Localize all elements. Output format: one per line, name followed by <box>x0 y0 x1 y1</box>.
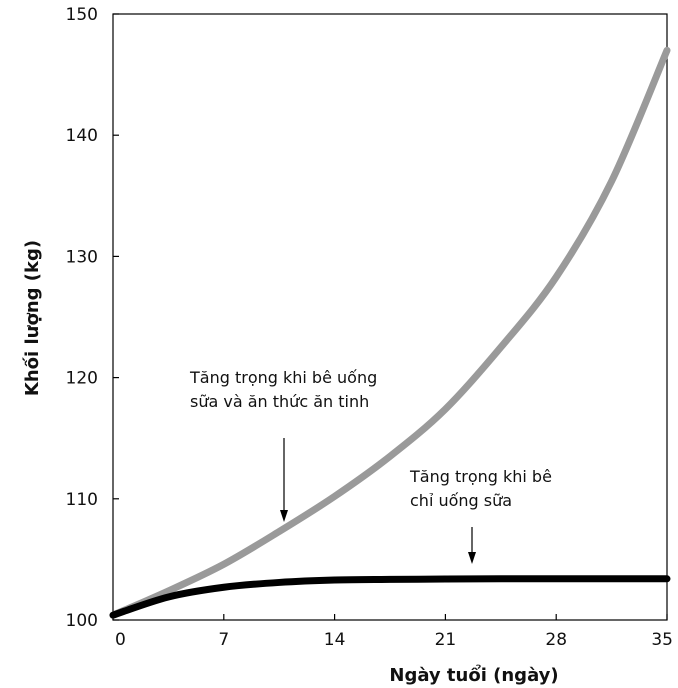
x-tick-label: 14 <box>324 630 346 650</box>
series-line-milk-and-concentrate <box>109 46 671 619</box>
annotation-milk-only-line-2: chỉ uống sữa <box>410 491 512 510</box>
x-axis-title: Ngày tuổi (ngày) <box>389 664 558 686</box>
y-tick-label: 120 <box>66 369 98 389</box>
x-axis: 0 7 14 21 28 35 <box>112 614 673 650</box>
annotation-arrowhead-milk-only <box>468 552 476 564</box>
y-tick-label: 100 <box>66 611 98 631</box>
x-tick-label: 21 <box>435 630 457 650</box>
series-line-milk-only <box>109 575 671 619</box>
annotation-milk-only: Tăng trọng khi bê chỉ uống sữa <box>409 467 557 510</box>
x-tick-label: 7 <box>218 630 229 650</box>
y-axis-title: Khối lượng (kg) <box>22 240 43 396</box>
y-tick-label: 110 <box>66 490 98 510</box>
x-tick-label: 28 <box>545 630 567 650</box>
y-tick-label: 130 <box>66 247 98 267</box>
annotation-arrowhead-milk-and-concentrate <box>280 510 288 522</box>
annotation-milk-and-concentrate-line-1: Tăng trọng khi bê uống <box>189 368 377 387</box>
x-tick-label: 35 <box>651 630 673 650</box>
plot-frame <box>112 13 668 621</box>
annotation-milk-and-concentrate: Tăng trọng khi bê uống sữa và ăn thức ăn… <box>189 368 382 411</box>
y-tick-label: 150 <box>66 5 98 25</box>
annotation-milk-and-concentrate-line-2: sữa và ăn thức ăn tinh <box>190 392 369 411</box>
y-axis: 100 110 120 130 140 150 <box>66 5 119 631</box>
y-tick-label: 140 <box>66 126 98 146</box>
annotation-milk-only-line-1: Tăng trọng khi bê <box>409 467 552 486</box>
x-tick-label: 0 <box>115 630 126 650</box>
